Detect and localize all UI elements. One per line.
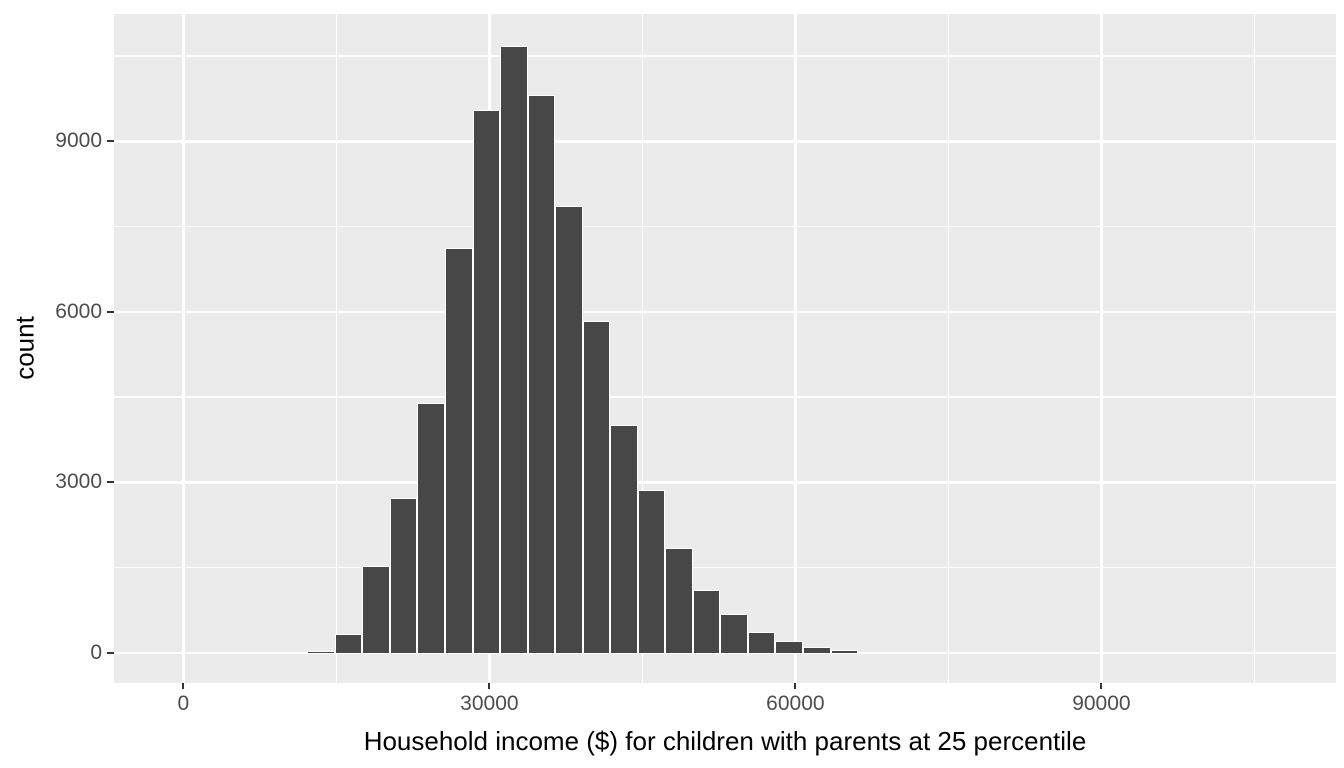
plot-panel [114,14,1336,683]
minor-gridline-x [335,14,337,683]
histogram-bar [362,566,390,653]
histogram-bar [610,424,638,653]
y-tick-label: 9000 [55,129,102,153]
x-tick-label: 30000 [460,692,519,715]
minor-gridline-x [641,14,643,683]
histogram-bar [830,650,859,653]
x-tick-mark [488,683,491,689]
histogram-bar [665,548,693,653]
x-tick-label: 60000 [766,692,825,715]
x-tick-mark [1100,683,1103,689]
y-tick-label: 6000 [55,299,102,323]
minor-gridline-x [1253,14,1255,683]
histogram-bar [527,94,556,653]
histogram-bar [582,320,611,653]
major-gridline-y [114,481,1336,484]
histogram-bar [307,651,335,653]
histogram-bar [803,646,831,653]
y-tick-label: 3000 [55,470,102,494]
x-tick-label: 90000 [1072,692,1131,715]
histogram-bar [334,634,363,653]
major-gridline-x [794,14,797,683]
major-gridline-y [114,140,1336,143]
y-tick-mark [107,140,114,143]
major-gridline-x [182,14,185,683]
histogram-bar [747,631,776,653]
minor-gridline-y [114,55,1336,57]
histogram-bar [858,651,886,653]
histogram-bar [389,498,418,653]
histogram-bar [637,489,666,653]
histogram-bar [445,247,473,653]
minor-gridline-y [114,567,1336,569]
y-axis-title: count [9,316,40,380]
histogram-bar [692,589,721,653]
histogram-bar [885,651,914,653]
x-tick-label: 0 [177,692,190,715]
y-tick-label: 0 [90,640,102,664]
x-axis-title: Household income ($) for children with p… [363,726,1087,756]
histogram-bar [555,205,583,653]
major-gridline-y [114,310,1336,314]
histogram-bar [720,613,748,653]
x-tick-mark [794,683,797,689]
y-tick-mark [107,481,114,484]
histogram-bar [500,46,528,653]
major-gridline-x [1100,14,1103,683]
minor-gridline-y [114,396,1336,398]
x-tick-mark [182,683,185,689]
histogram-bar [775,641,804,653]
minor-gridline-y [114,225,1336,228]
y-tick-mark [107,310,114,313]
major-gridline-y [114,651,1336,655]
histogram-bar [252,651,280,653]
histogram-bar [472,110,501,653]
minor-gridline-x [947,14,949,683]
histogram-bar [417,403,445,653]
y-tick-mark [107,651,114,654]
histogram-bar [279,651,308,653]
